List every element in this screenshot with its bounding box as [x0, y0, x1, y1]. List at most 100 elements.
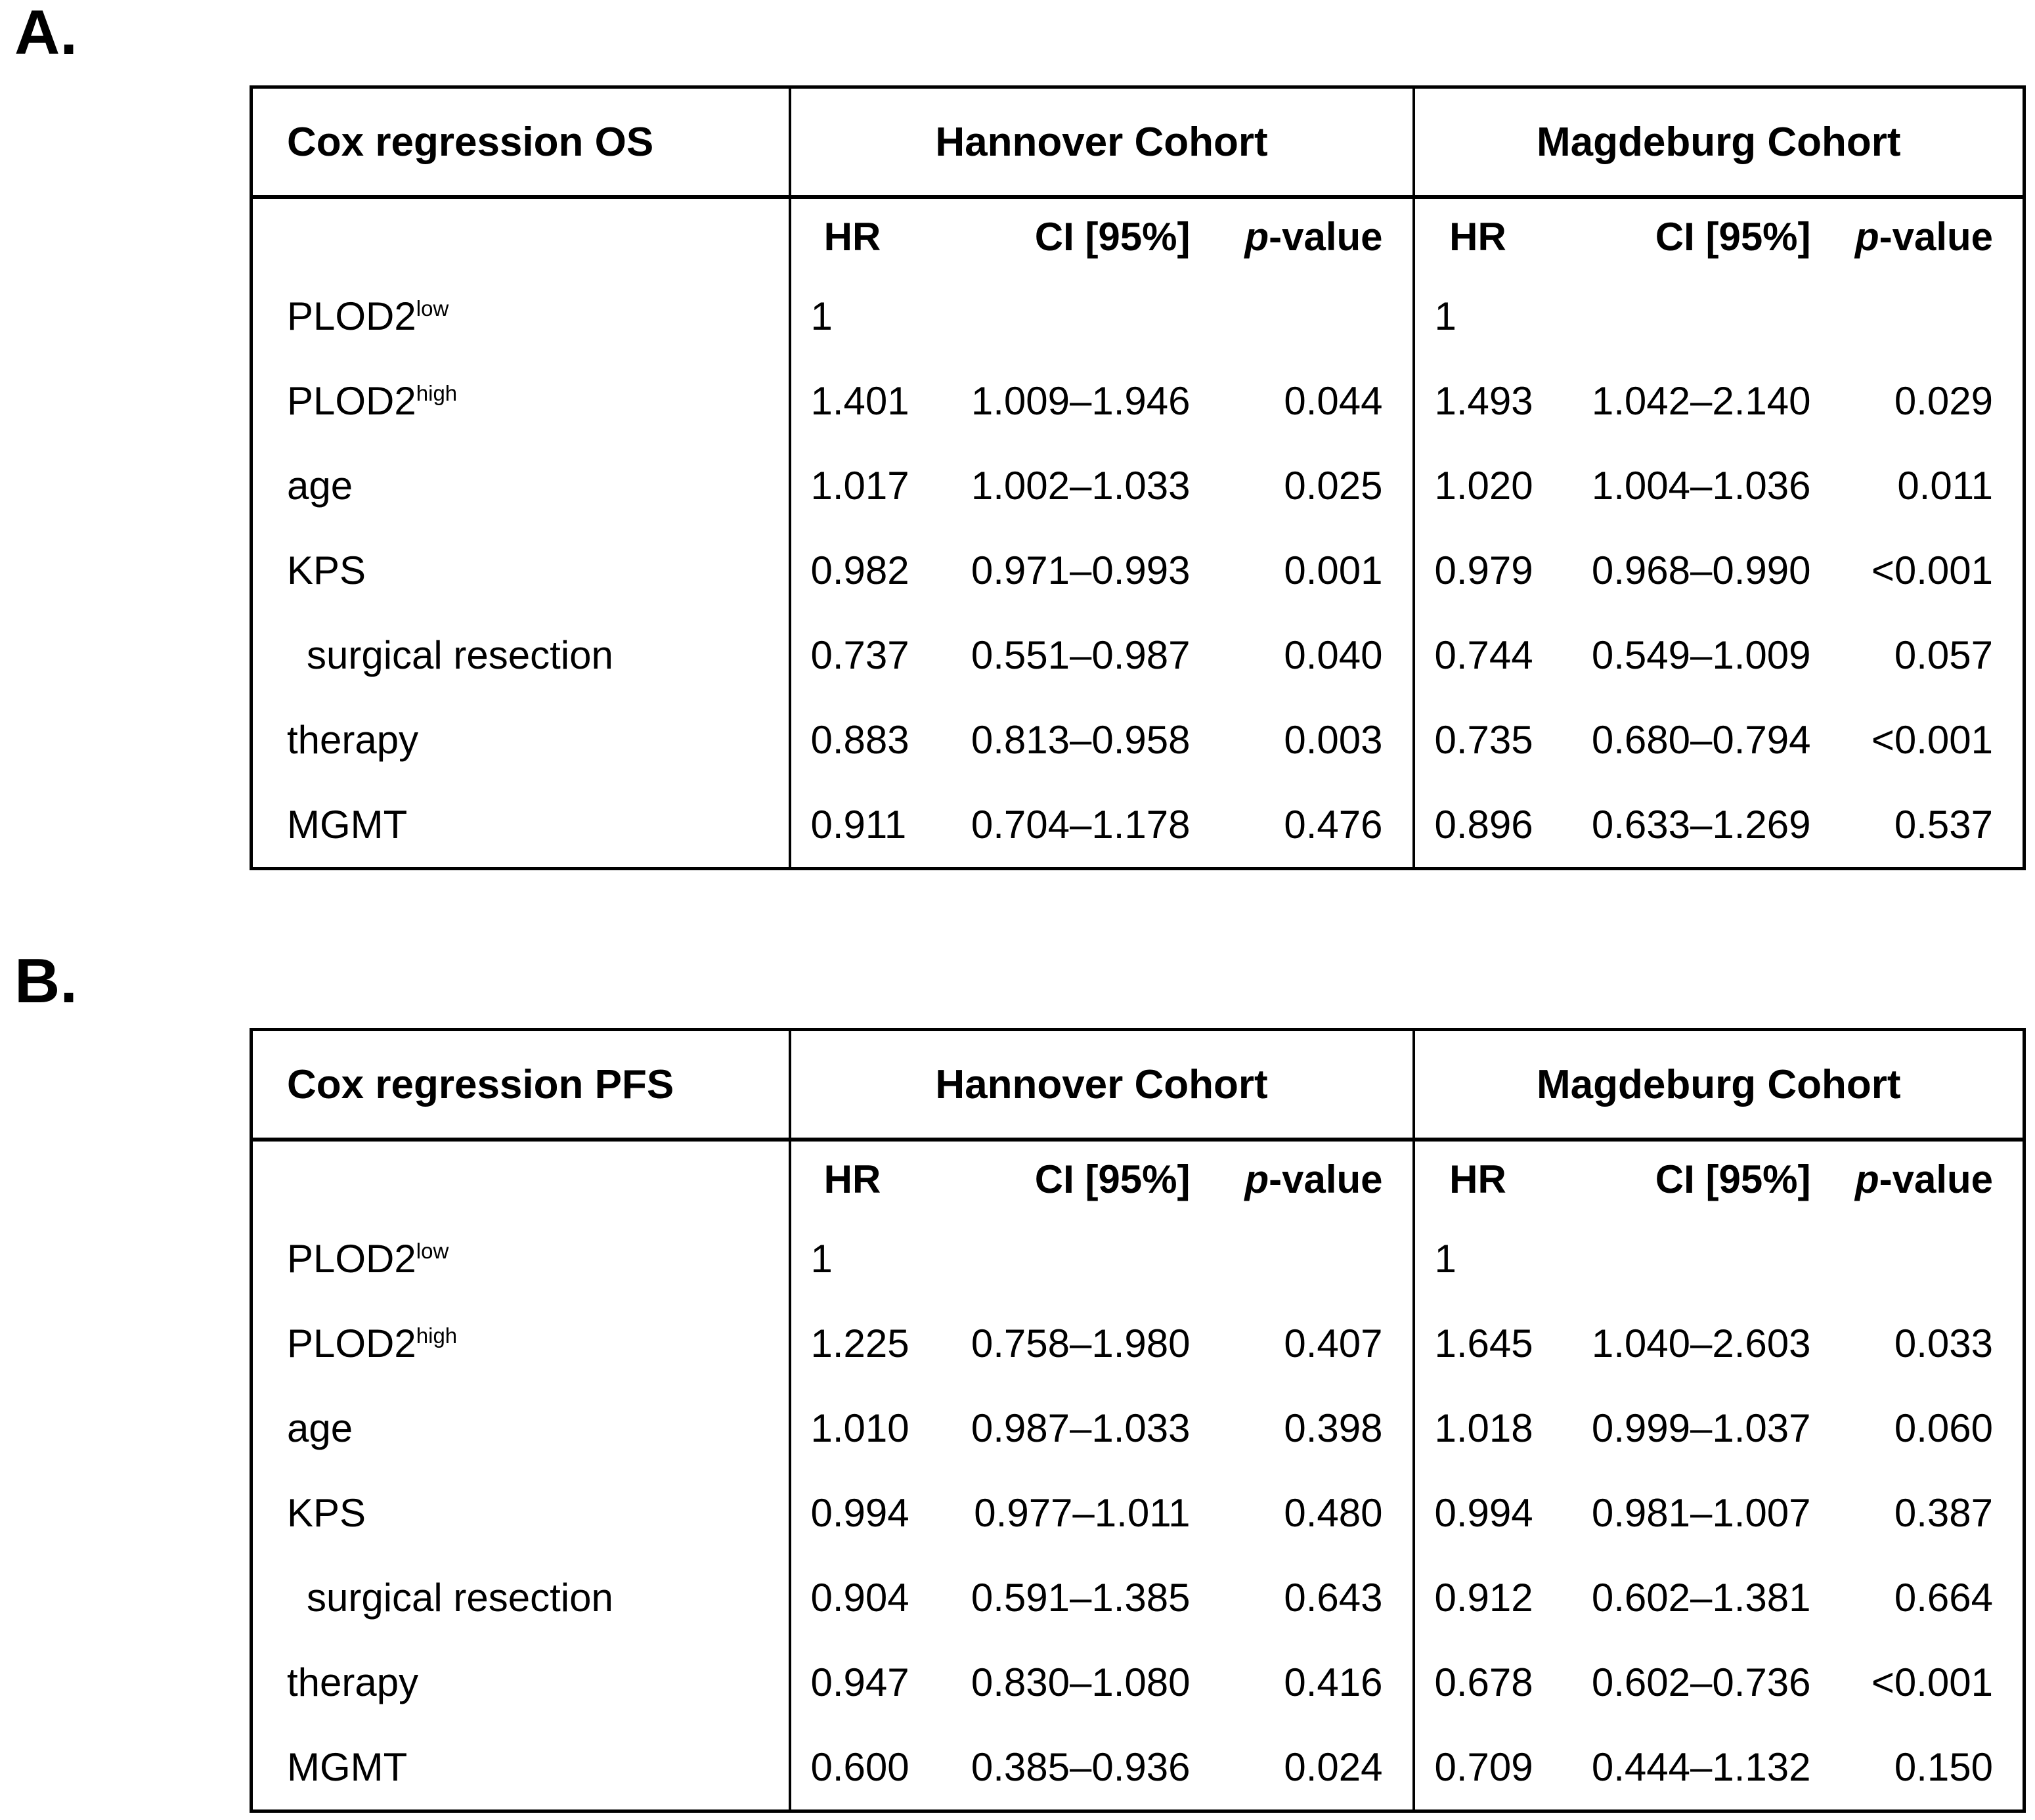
- cell-p: 0.025: [1284, 464, 1383, 508]
- row-label-text: surgical resection: [307, 1576, 613, 1620]
- row-label-text: PLOD2: [287, 379, 416, 423]
- cell-p: 0.398: [1284, 1406, 1383, 1450]
- cell-hr: 1.020: [1412, 443, 1542, 528]
- cell-hr: 0.912: [1412, 1555, 1542, 1640]
- cell-hr: 1.018: [1412, 1386, 1542, 1471]
- cell-p: 0.044: [1284, 379, 1383, 423]
- cell-hr: 0.947: [788, 1640, 915, 1725]
- cell-ci: 1.004–1.036: [1591, 464, 1811, 508]
- cell-p: 0.001: [1284, 548, 1383, 592]
- cell-hr: 0.678: [1412, 1640, 1542, 1725]
- cell-ci: 1.009–1.946: [971, 379, 1191, 423]
- cell-ci: 0.830–1.080: [971, 1660, 1191, 1704]
- col-header-ci: CI [95%]: [1655, 214, 1811, 259]
- cell-ci: 0.999–1.037: [1591, 1406, 1811, 1450]
- cohort-header-magdeburg: Magdeburg Cohort: [1412, 87, 2024, 199]
- table-row-mgmt: MGMT 0.600 0.385–0.936 0.024 0.709 0.444…: [252, 1725, 2024, 1811]
- cell-ci: [915, 274, 1223, 359]
- cell-ci: 0.981–1.007: [1591, 1491, 1811, 1535]
- row-label: PLOD2low: [252, 274, 790, 359]
- cell-hr: 1.401: [788, 359, 915, 443]
- table-row-mgmt: MGMT 0.911 0.704–1.178 0.476 0.896 0.633…: [252, 782, 2024, 869]
- cell-p: 0.643: [1284, 1576, 1383, 1620]
- cell-ci: 0.633–1.269: [1591, 803, 1811, 847]
- cell-hr: 0.709: [1412, 1725, 1542, 1811]
- cell-p: 0.476: [1284, 803, 1383, 847]
- cell-hr: 1: [1412, 274, 1542, 359]
- col-header-p-value: p-value: [1844, 197, 2024, 274]
- row-label-text: therapy: [287, 718, 419, 762]
- table-row-surgical-resection: surgical resection 0.737 0.551–0.987 0.0…: [252, 613, 2024, 698]
- cell-hr: 1.225: [788, 1301, 915, 1386]
- cell-p: [1223, 274, 1414, 359]
- p-value-rest: -value: [1879, 1157, 1994, 1201]
- cell-ci: 0.551–0.987: [971, 633, 1191, 677]
- row-label: therapy: [252, 1640, 790, 1725]
- cell-hr: 1.010: [788, 1386, 915, 1471]
- col-header-hr: HR: [788, 1140, 915, 1216]
- column-header-row: HR CI [95%] p-value HR CI [95%] p-value: [252, 197, 2024, 274]
- cell-ci: 0.813–0.958: [971, 718, 1191, 762]
- cell-p: 0.024: [1284, 1745, 1383, 1789]
- cell-hr: 0.994: [1412, 1471, 1542, 1555]
- table-row-plod2-high: PLOD2high 1.401 1.009–1.946 0.044 1.493 …: [252, 359, 2024, 443]
- empty-header-cell: [252, 1140, 790, 1216]
- cell-p: 0.407: [1284, 1321, 1383, 1365]
- cohort-header-magdeburg: Magdeburg Cohort: [1412, 1029, 2024, 1142]
- cell-p: 0.537: [1894, 803, 1994, 847]
- cell-ci: 0.602–1.381: [1591, 1576, 1811, 1620]
- row-label: age: [252, 1386, 790, 1471]
- cox-regression-pfs-table: Cox regression PFS Hannover Cohort Magde…: [250, 1028, 2026, 1813]
- p-value-italic-p: p: [1854, 214, 1879, 259]
- cell-ci: 0.680–0.794: [1591, 718, 1811, 762]
- cell-p: <0.001: [1871, 1660, 1994, 1704]
- cohort-header-hannover: Hannover Cohort: [788, 1029, 1414, 1142]
- cell-p: 0.057: [1894, 633, 1994, 677]
- cell-hr: 1: [1412, 1216, 1542, 1301]
- row-label-text: KPS: [287, 1491, 366, 1535]
- row-label: PLOD2low: [252, 1216, 790, 1301]
- cell-hr: 0.896: [1412, 782, 1542, 869]
- cell-ci: 1.040–2.603: [1591, 1321, 1811, 1365]
- panel-b-label: B.: [14, 946, 77, 1016]
- cell-hr: 0.883: [788, 698, 915, 782]
- row-label-text: KPS: [287, 548, 366, 592]
- cell-p: 0.040: [1284, 633, 1383, 677]
- table-row-kps: KPS 0.994 0.977–1.011 0.480 0.994 0.981–…: [252, 1471, 2024, 1555]
- cell-ci: 0.758–1.980: [971, 1321, 1191, 1365]
- cell-hr: 1: [788, 274, 915, 359]
- row-label: MGMT: [252, 782, 790, 869]
- cell-p: 0.664: [1894, 1576, 1994, 1620]
- row-label-text: PLOD2: [287, 1237, 416, 1281]
- cell-hr: 0.735: [1412, 698, 1542, 782]
- row-label: KPS: [252, 528, 790, 613]
- p-value-rest: -value: [1269, 214, 1383, 259]
- table-title-pfs: Cox regression PFS: [251, 1029, 790, 1142]
- cell-ci: 0.987–1.033: [971, 1406, 1191, 1450]
- col-header-p-value: p-value: [1844, 1140, 2024, 1216]
- cell-p: 0.387: [1894, 1491, 1994, 1535]
- cell-ci: 0.968–0.990: [1591, 548, 1811, 592]
- row-label: surgical resection: [252, 1555, 790, 1640]
- p-value-rest: -value: [1269, 1157, 1383, 1201]
- cell-ci: 1.002–1.033: [971, 464, 1191, 508]
- cell-p: 0.480: [1284, 1491, 1383, 1535]
- row-label-text: surgical resection: [307, 633, 613, 677]
- cell-ci: 0.385–0.936: [971, 1745, 1191, 1789]
- cell-p: 0.150: [1894, 1745, 1994, 1789]
- cell-hr: 0.904: [788, 1555, 915, 1640]
- cell-ci: [915, 1216, 1223, 1301]
- col-header-hr: HR: [788, 197, 915, 274]
- p-value-italic-p: p: [1244, 214, 1269, 259]
- cell-hr: 0.979: [1412, 528, 1542, 613]
- cell-ci: 1.042–2.140: [1591, 379, 1811, 423]
- cell-ci: 0.591–1.385: [971, 1576, 1191, 1620]
- cell-ci: 0.971–0.993: [971, 548, 1191, 592]
- row-label-text: age: [287, 464, 353, 508]
- column-header-row: HR CI [95%] p-value HR CI [95%] p-value: [252, 1140, 2024, 1216]
- table-row-kps: KPS 0.982 0.971–0.993 0.001 0.979 0.968–…: [252, 528, 2024, 613]
- table-row-age: age 1.017 1.002–1.033 0.025 1.020 1.004–…: [252, 443, 2024, 528]
- col-header-hr: HR: [1412, 197, 1542, 274]
- col-header-p-value: p-value: [1223, 197, 1414, 274]
- table-row-plod2-high: PLOD2high 1.225 0.758–1.980 0.407 1.645 …: [252, 1301, 2024, 1386]
